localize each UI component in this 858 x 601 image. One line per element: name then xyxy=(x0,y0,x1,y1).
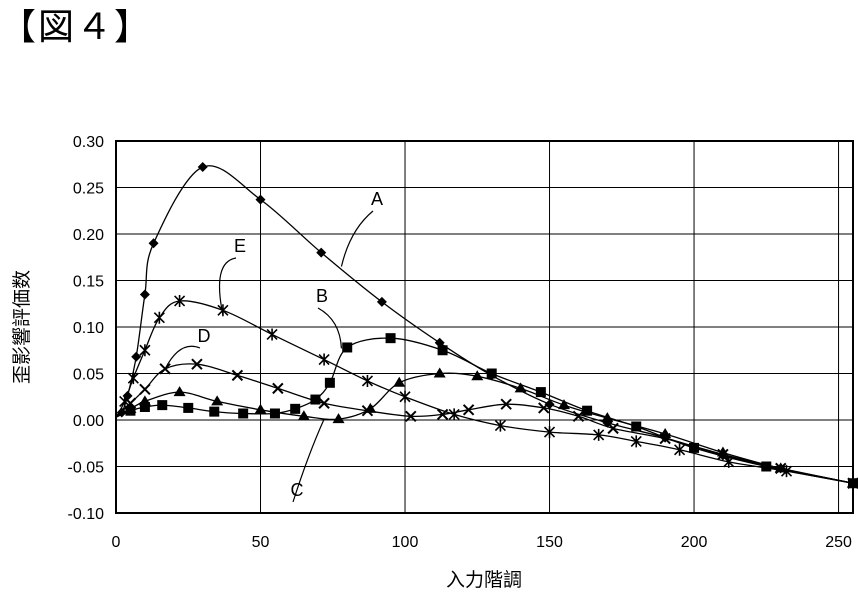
series-label-c: C xyxy=(291,480,304,500)
y-tick-label: 0.25 xyxy=(73,181,104,198)
tick-labels: 0.30 0.25 0.20 0.15 0.10 0.05 0.00 -0.05 -0.10 0 5… xyxy=(68,134,852,551)
series-line-d xyxy=(116,364,853,483)
data-point-b xyxy=(157,400,167,410)
data-point-e xyxy=(362,375,372,387)
data-point-b xyxy=(183,403,193,413)
data-point-b xyxy=(487,369,497,379)
series-line-a xyxy=(116,166,853,483)
data-point-a xyxy=(198,162,208,172)
data-point-e xyxy=(675,444,685,456)
series-c xyxy=(116,368,858,488)
x-axis-title: 入力階調 xyxy=(446,569,522,591)
data-point-d xyxy=(319,398,329,408)
y-tick-label: 0.20 xyxy=(73,227,104,244)
data-point-b xyxy=(209,407,219,417)
data-point-b xyxy=(325,378,335,388)
data-point-e xyxy=(267,328,277,340)
data-point-d xyxy=(140,384,150,394)
data-point-c xyxy=(434,368,446,378)
data-point-e xyxy=(449,408,459,420)
series-label-d: D xyxy=(198,326,211,346)
y-tick-label: 0.10 xyxy=(73,320,104,337)
series-layer xyxy=(116,162,858,489)
x-tick-label: 200 xyxy=(681,534,708,551)
x-tick-label: 100 xyxy=(392,534,419,551)
leader-line-a xyxy=(341,211,373,267)
data-point-b xyxy=(270,408,280,418)
data-point-a xyxy=(149,238,159,248)
y-tick-label: 0.05 xyxy=(73,367,104,384)
data-point-e xyxy=(400,391,410,403)
data-point-b xyxy=(438,345,448,355)
data-point-b xyxy=(342,342,352,352)
data-point-e xyxy=(128,372,138,384)
data-point-e xyxy=(724,456,734,468)
data-point-e xyxy=(319,354,329,366)
leader-line-b xyxy=(318,308,341,348)
x-tick-label: 50 xyxy=(252,534,270,551)
data-point-a xyxy=(377,297,387,307)
data-point-c xyxy=(174,386,186,396)
y-tick-label: 0.30 xyxy=(73,134,104,151)
data-point-a xyxy=(140,289,150,299)
x-tick-label: 250 xyxy=(825,534,852,551)
data-point-e xyxy=(154,312,164,324)
x-tick-label: 150 xyxy=(536,534,563,551)
x-tick-label: 0 xyxy=(112,534,121,551)
series-label-b: B xyxy=(316,286,328,306)
data-point-d xyxy=(273,383,283,393)
y-tick-label: -0.10 xyxy=(68,506,105,523)
y-axis-title: 歪影響評価数 xyxy=(11,270,33,384)
series-line-b xyxy=(116,338,853,483)
y-tick-label: -0.05 xyxy=(68,460,105,477)
series-line-e xyxy=(116,301,853,483)
data-point-b xyxy=(290,404,300,414)
data-point-e xyxy=(140,344,150,356)
grid-layer xyxy=(116,141,853,513)
data-point-c xyxy=(393,377,405,387)
data-point-d xyxy=(232,370,242,380)
series-a xyxy=(116,162,858,488)
data-point-a xyxy=(131,352,141,362)
y-tick-label: 0.15 xyxy=(73,274,104,291)
series-label-a: A xyxy=(371,189,383,209)
data-point-b xyxy=(238,408,248,418)
data-point-b xyxy=(386,333,396,343)
series-label-e: E xyxy=(234,236,246,256)
y-tick-label: 0.00 xyxy=(73,413,104,430)
data-point-a xyxy=(256,195,266,205)
